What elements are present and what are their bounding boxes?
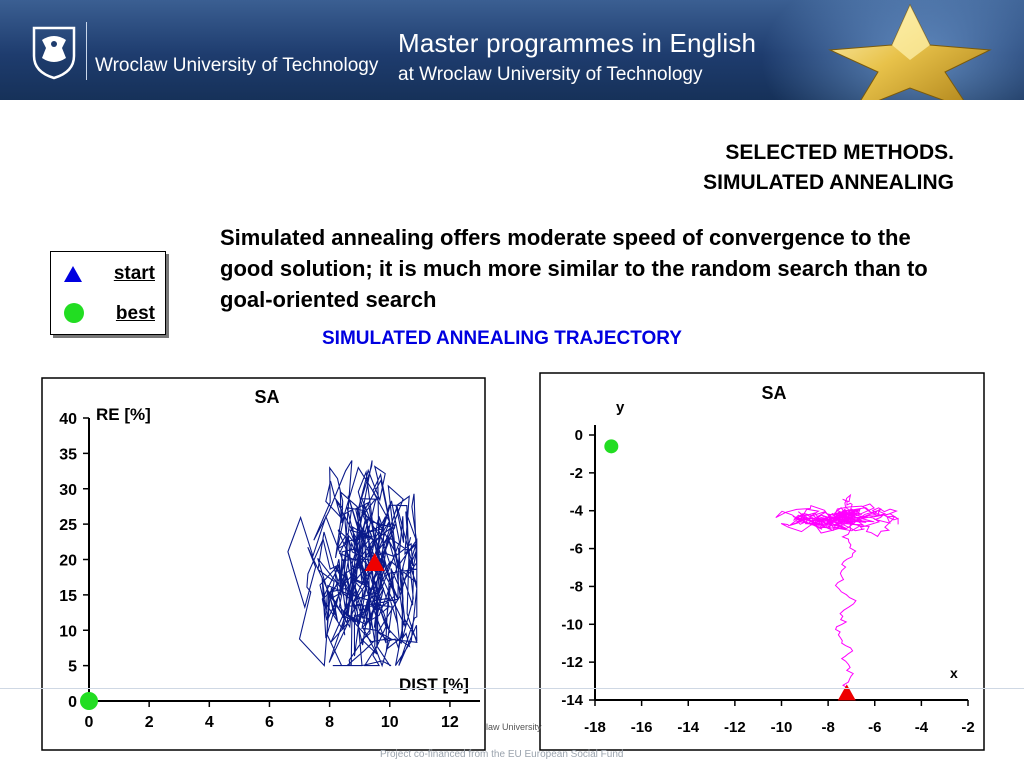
chart1-ytick-label: 5 (68, 659, 77, 676)
chart2-trajectory-line (775, 493, 899, 695)
chart1-xtick-label: 6 (265, 714, 274, 731)
legend-best-label: best (115, 303, 155, 324)
chart2-best-marker (604, 439, 619, 454)
chart2-xtick-label: -18 (584, 719, 606, 736)
legend: start best (50, 251, 166, 335)
chart1-ytick-label: 10 (59, 623, 77, 640)
logo-divider (86, 22, 87, 80)
chart2-ytick-label: -14 (561, 692, 583, 709)
chart2-xtick-label: -2 (961, 719, 974, 736)
chart1-ytick-label: 20 (59, 553, 77, 570)
chart2-xtick-label: -16 (631, 719, 653, 736)
circle-icon (64, 303, 84, 323)
chart1-xlabel: DIST [%] (399, 675, 469, 694)
chart2-ytick-label: -10 (561, 616, 583, 633)
chart2-ytick-label: -8 (570, 578, 583, 595)
chart2-xtick-label: -6 (868, 719, 881, 736)
footer-fragment: law University (486, 722, 542, 732)
slide-body-text: Simulated annealing offers moderate spee… (220, 225, 928, 312)
chart2-ytick-label: -2 (570, 465, 583, 482)
chart2-xtick-label: -8 (821, 719, 834, 736)
chart2-xtick-label: -14 (677, 719, 699, 736)
chart1-xtick-label: 0 (85, 714, 94, 731)
chart2-xtick-label: -10 (771, 719, 793, 736)
university-logo-icon (32, 26, 76, 80)
chart1-xtick-label: 2 (145, 714, 154, 731)
chart2-start-marker (837, 684, 856, 701)
chart2-ytick-label: -4 (570, 503, 584, 520)
chart2-ytick-label: -6 (570, 541, 583, 558)
chart2-title: SA (761, 383, 786, 403)
chart1-title: SA (254, 387, 279, 407)
slide-title: SELECTED METHODS. SIMULATED ANNEALING (703, 138, 954, 198)
chart2-ylabel: y (616, 399, 625, 416)
programme-subtitle: at Wroclaw University of Technology (398, 64, 703, 85)
chart1-ytick-label: 25 (59, 517, 77, 534)
slide-title-line1: SELECTED METHODS. (725, 141, 954, 164)
chart2-xtick-label: -12 (724, 719, 746, 736)
university-name: Wroclaw University of Technology (95, 55, 379, 76)
trajectory-title: SIMULATED ANNEALING TRAJECTORY (322, 328, 682, 349)
star-icon (828, 3, 992, 100)
chart2-frame (539, 372, 985, 751)
chart1-start-marker (364, 553, 385, 572)
header-banner: Wroclaw University of Technology Master … (0, 0, 1024, 100)
slide-title-line2: SIMULATED ANNEALING (703, 171, 954, 194)
chart1-best-marker (80, 692, 98, 710)
footer-cofinance-text: Project co-financed from the EU European… (380, 749, 624, 760)
legend-item-best: best (51, 296, 165, 332)
chart1-trajectory-line (287, 460, 418, 668)
programme-title: Master programmes in English (398, 28, 757, 58)
legend-item-start: start (51, 256, 165, 292)
chart1-xtick-label: 10 (381, 714, 399, 731)
chart1-xtick-label: 4 (205, 714, 214, 731)
chart1-ytick-label: 35 (59, 446, 77, 463)
chart1-ytick-label: 30 (59, 482, 77, 499)
triangle-icon (64, 266, 82, 282)
chart1-ylabel: RE [%] (96, 405, 151, 424)
footer-divider (0, 688, 1024, 689)
chart1-xtick-label: 12 (441, 714, 459, 731)
chart2-xlabel: x (950, 665, 958, 681)
chart2-xtick-label: -4 (915, 719, 929, 736)
chart2-ytick-label: 0 (575, 427, 583, 444)
legend-start-label: start (113, 263, 155, 284)
chart1-ytick-label: 0 (68, 694, 77, 711)
chart1-ytick-label: 15 (59, 588, 77, 605)
chart1-ytick-label: 40 (59, 411, 77, 428)
chart2-ytick-label: -12 (561, 654, 583, 671)
chart1-xtick-label: 8 (325, 714, 334, 731)
